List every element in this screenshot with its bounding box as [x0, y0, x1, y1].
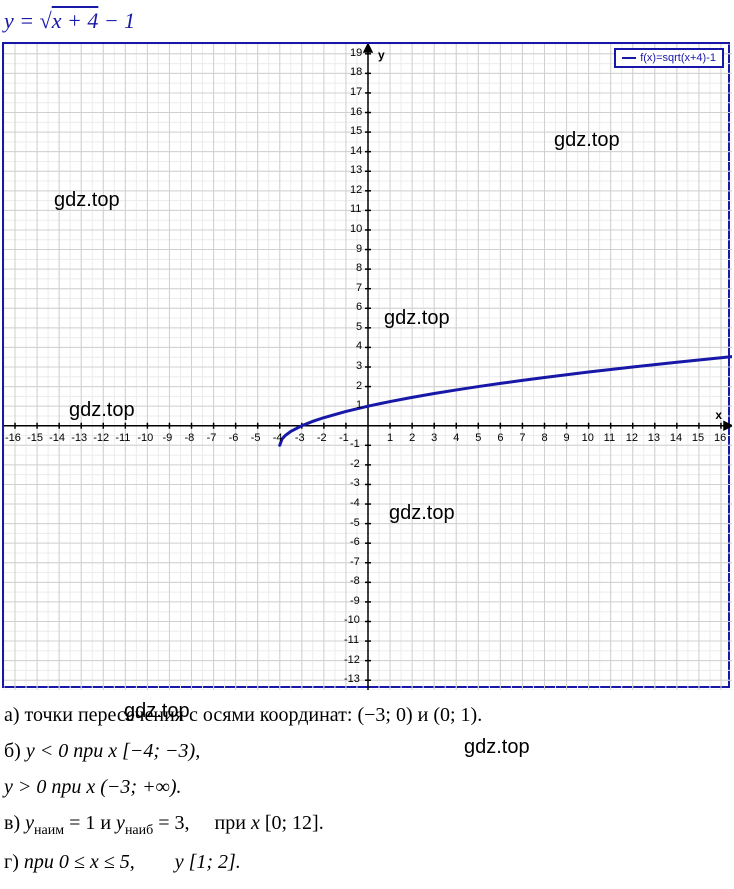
y-tick-label: -6	[350, 536, 360, 548]
answer-b1-text: y < 0 при x [−4; −3),	[26, 740, 200, 762]
answer-d-text: при 0 ≤ x ≤ 5, y [1; 2].	[24, 851, 241, 873]
x-tick-label: -8	[185, 432, 195, 444]
x-tick-label: 6	[497, 432, 503, 444]
y-tick-label: 3	[356, 360, 362, 372]
y-tick-label: -1	[350, 438, 360, 450]
x-tick-label: -5	[251, 432, 261, 444]
legend-line-icon	[622, 57, 636, 59]
y-tick-label: 7	[356, 282, 362, 294]
x-tick-label: -11	[115, 432, 130, 444]
y-tick-label: 15	[350, 125, 362, 137]
legend-text: f(x)=sqrt(x+4)-1	[640, 52, 716, 64]
y-tick-label: 16	[350, 106, 362, 118]
y-tick-label: 6	[356, 301, 362, 313]
x-tick-label: 16	[714, 432, 726, 444]
watermark-icon: gdz.top	[389, 502, 455, 525]
y-tick-label: -9	[350, 595, 360, 607]
x-tick-label: 13	[648, 432, 660, 444]
y-tick-label: -13	[344, 673, 360, 685]
y-tick-label: 11	[350, 203, 361, 215]
answer-b-line2: y > 0 при x (−3; +∞).	[4, 770, 730, 804]
answer-b1-prefix: б)	[4, 740, 26, 762]
x-tick-label: 4	[453, 432, 459, 444]
answers-block: gdz.top а) точки пересечения с осями коо…	[0, 688, 734, 889]
y-tick-label: 19	[350, 47, 362, 59]
x-tick-label: 1	[387, 432, 393, 444]
answer-c: в) yнаим = 1 и yнаиб = 3, при x [0; 12].	[4, 806, 730, 843]
y-tick-label: 12	[350, 184, 362, 196]
y-tick-label: -4	[350, 497, 360, 509]
watermark-icon: gdz.top	[69, 399, 135, 422]
y-tick-label: -8	[350, 575, 360, 587]
x-axis-label: x	[715, 408, 722, 422]
y-tick-label: -7	[350, 556, 360, 568]
y-tick-label: 1	[356, 399, 362, 411]
x-tick-label: -6	[229, 432, 239, 444]
x-tick-label: 11	[604, 432, 615, 444]
x-tick-label: -3	[295, 432, 305, 444]
chart-svg	[4, 44, 732, 690]
x-tick-label: 7	[519, 432, 525, 444]
x-tick-label: 14	[670, 432, 682, 444]
y-tick-label: 5	[356, 321, 362, 333]
x-tick-label: 8	[541, 432, 547, 444]
x-tick-label: -4	[273, 432, 283, 444]
answer-a-points: (−3; 0) и (0; 1).	[357, 704, 482, 726]
x-tick-label: -13	[71, 432, 87, 444]
x-tick-label: 2	[409, 432, 415, 444]
answer-a: gdz.top а) точки пересечения с осями коо…	[4, 698, 730, 732]
y-tick-label: -10	[344, 614, 360, 626]
x-tick-label: -10	[137, 432, 153, 444]
x-tick-label: -7	[207, 432, 217, 444]
x-tick-label: 3	[431, 432, 437, 444]
answer-b2-text: y > 0 при x (−3; +∞).	[4, 776, 181, 798]
y-tick-label: 18	[350, 66, 362, 78]
x-tick-label: -9	[162, 432, 172, 444]
y-tick-label: 13	[350, 164, 362, 176]
x-tick-label: -15	[27, 432, 43, 444]
y-tick-label: 8	[356, 262, 362, 274]
formula-text: y = √x + 4 − 1	[4, 8, 135, 33]
y-tick-label: 4	[356, 340, 362, 352]
y-tick-label: -11	[344, 634, 359, 646]
x-tick-label: 9	[564, 432, 570, 444]
y-tick-label: -12	[344, 654, 360, 666]
x-tick-label: -16	[5, 432, 21, 444]
y-tick-label: -5	[350, 517, 360, 529]
x-tick-label: -14	[49, 432, 65, 444]
y-tick-label: 10	[350, 223, 362, 235]
equation-formula: y = √x + 4 − 1	[0, 0, 734, 42]
x-tick-label: -1	[339, 432, 349, 444]
x-tick-label: 10	[582, 432, 594, 444]
y-tick-label: 2	[356, 380, 362, 392]
answer-d-prefix: г)	[4, 851, 24, 873]
chart-area: f(x)=sqrt(x+4)-1 y x -16-15-14-13-12-11-…	[2, 42, 730, 688]
x-tick-label: 15	[692, 432, 704, 444]
answer-c-prefix: в)	[4, 812, 25, 834]
y-tick-label: 17	[350, 86, 362, 98]
watermark-icon: gdz.top	[554, 129, 620, 152]
watermark-icon: gdz.top	[384, 307, 450, 330]
x-tick-label: -12	[93, 432, 109, 444]
x-tick-label: -2	[317, 432, 327, 444]
watermark-icon: gdz.top	[54, 189, 120, 212]
y-tick-label: -2	[350, 458, 360, 470]
answer-c-text: yнаим = 1 и yнаиб = 3, при x [0; 12].	[25, 812, 324, 834]
chart-legend: f(x)=sqrt(x+4)-1	[614, 48, 724, 68]
y-tick-label: 14	[350, 145, 362, 157]
answer-b-line1: gdz.top б) y < 0 при x [−4; −3),	[4, 734, 730, 768]
x-tick-label: 12	[626, 432, 638, 444]
watermark-icon: gdz.top	[464, 730, 530, 764]
y-tick-label: 9	[356, 243, 362, 255]
watermark-icon: gdz.top	[124, 694, 190, 728]
x-tick-label: 5	[475, 432, 481, 444]
y-tick-label: -3	[350, 477, 360, 489]
answer-d: г) при 0 ≤ x ≤ 5, y [1; 2].	[4, 845, 730, 879]
y-axis-label: y	[378, 48, 385, 62]
